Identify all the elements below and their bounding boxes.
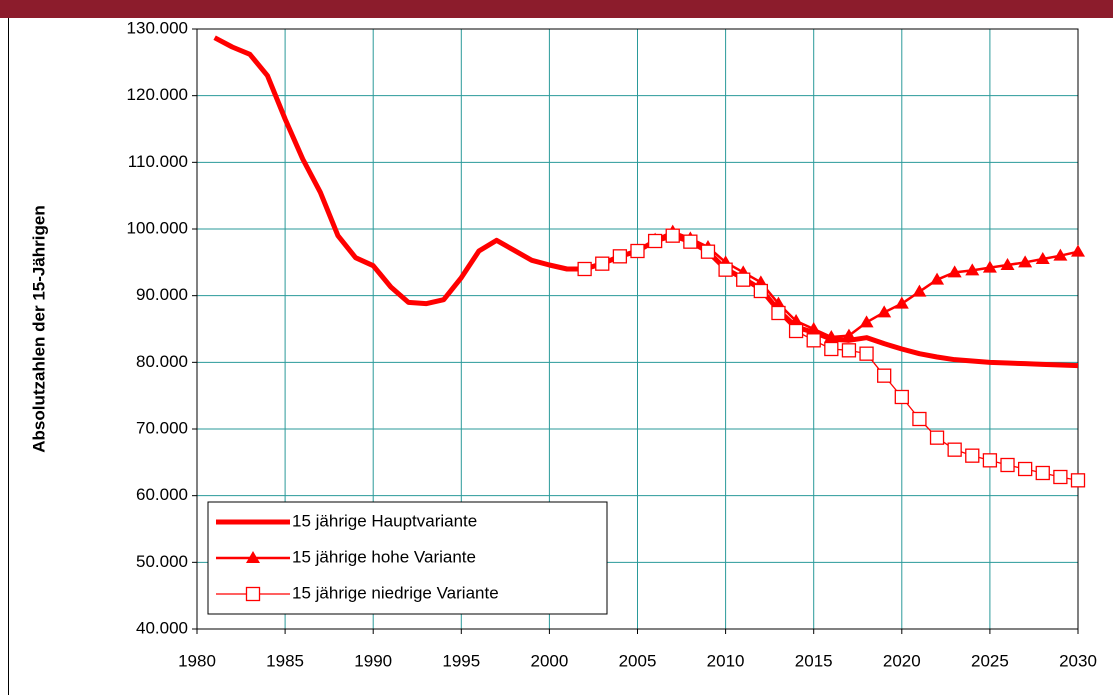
square-marker [771, 305, 786, 321]
x-tick-label: 2015 [795, 651, 833, 670]
square-marker [982, 453, 998, 468]
x-tick-label: 2000 [530, 651, 568, 670]
y-tick-label: 50.000 [136, 552, 188, 571]
legend-marker [245, 586, 261, 602]
triangle-marker [1071, 244, 1085, 257]
triangle-marker [894, 296, 909, 309]
x-tick-label: 2010 [707, 651, 745, 670]
legend-label: 15 jährige Hauptvariante [292, 511, 477, 530]
triangle-marker [824, 330, 839, 342]
triangle-marker [877, 305, 892, 318]
square-marker [718, 262, 733, 277]
triangle-marker [841, 328, 856, 341]
triangle-marker [771, 296, 786, 309]
y-tick-label: 80.000 [136, 352, 188, 371]
square-marker [700, 244, 716, 259]
square-marker [1070, 473, 1086, 488]
x-tick-label: 1990 [354, 651, 392, 670]
legend-label: 15 jährige hohe Variante [292, 547, 476, 566]
triangle-marker [1053, 248, 1068, 261]
square-marker [824, 341, 839, 357]
triangle-marker [789, 314, 804, 326]
square-marker [947, 442, 962, 457]
square-marker [912, 411, 927, 427]
square-marker [841, 343, 857, 358]
x-tick-label: 1985 [266, 651, 304, 670]
y-tick-label: 100.000 [127, 218, 188, 237]
triangle-marker [806, 322, 821, 334]
y-tick-label: 120.000 [127, 85, 188, 104]
y-tick-label: 70.000 [136, 418, 188, 437]
triangle-marker [982, 260, 997, 273]
x-tick-label: 2025 [971, 651, 1009, 670]
square-marker [1000, 457, 1015, 473]
triangle-marker [965, 263, 980, 276]
square-marker [577, 261, 592, 277]
square-marker [683, 234, 698, 249]
square-marker [595, 256, 610, 271]
y-tick-label: 40.000 [136, 618, 188, 637]
triangle-marker [1035, 252, 1050, 264]
square-marker [894, 389, 909, 405]
y-tick-label: 130.000 [127, 18, 188, 37]
x-tick-label: 1995 [442, 651, 480, 670]
square-marker [929, 430, 945, 445]
square-marker [753, 283, 768, 299]
triangle-marker [1000, 258, 1015, 270]
square-marker [647, 233, 663, 249]
y-axis-label: Absolutzahlen der 15-Jährigen [29, 205, 48, 453]
y-tick-label: 60.000 [136, 485, 188, 504]
square-marker [806, 333, 821, 348]
triangle-marker [930, 272, 945, 285]
square-marker [612, 249, 628, 264]
square-marker [859, 346, 874, 361]
y-tick-label: 90.000 [136, 285, 188, 304]
header-band [0, 0, 1113, 18]
square-marker [877, 368, 892, 383]
x-tick-label: 2030 [1059, 651, 1097, 670]
legend-label: 15 jährige niedrige Variante [292, 583, 499, 602]
square-marker [1017, 461, 1033, 477]
square-marker [630, 243, 645, 259]
square-marker [788, 323, 804, 339]
y-tick-label: 110.000 [128, 152, 188, 171]
legend-marker [246, 551, 260, 563]
triangle-marker [912, 284, 927, 297]
triangle-marker [859, 315, 874, 328]
square-marker [965, 448, 980, 463]
triangle-marker [947, 265, 962, 278]
plot-border [196, 28, 1079, 630]
x-tick-label: 2005 [619, 651, 657, 670]
x-tick-label: 2020 [883, 651, 921, 670]
square-marker [665, 228, 680, 243]
square-marker [1035, 465, 1050, 481]
square-marker [1053, 469, 1068, 485]
triangle-marker [1018, 255, 1033, 268]
square-marker [736, 272, 751, 287]
x-tick-label: 1980 [178, 651, 216, 670]
